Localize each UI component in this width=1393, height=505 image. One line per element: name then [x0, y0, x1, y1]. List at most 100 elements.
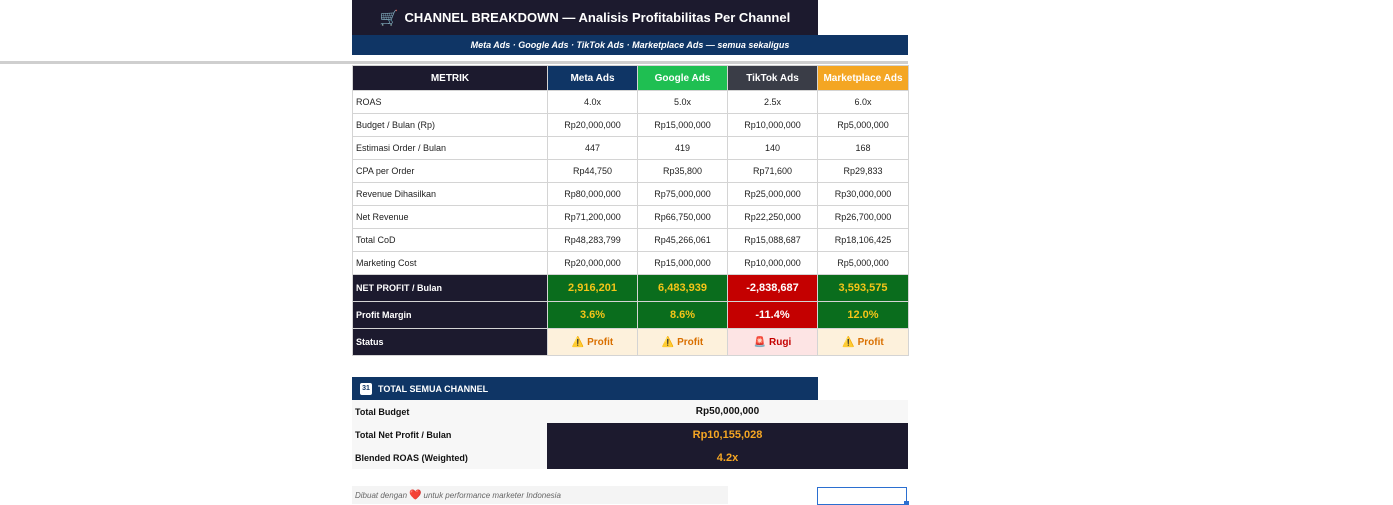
table-cell[interactable]: Rp35,800 — [637, 159, 728, 183]
table-cell[interactable]: Rp71,200,000 — [547, 205, 638, 229]
table-cell[interactable]: Rp80,000,000 — [547, 182, 638, 206]
row-label[interactable]: Total CoD — [352, 228, 548, 252]
table-cell[interactable]: Rp20,000,000 — [547, 251, 638, 275]
table-cell[interactable]: 4.0x — [547, 90, 638, 114]
table-cell[interactable]: 2.5x — [727, 90, 818, 114]
page-title: CHANNEL BREAKDOWN — Analisis Profitabili… — [404, 10, 791, 25]
profit-margin-row: Profit Margin 3.6% 8.6% -11.4% 12.0% — [352, 301, 909, 329]
table-cell[interactable]: Rp20,000,000 — [547, 113, 638, 137]
fill-handle[interactable] — [904, 501, 909, 505]
table-cell[interactable]: Rp66,750,000 — [637, 205, 728, 229]
warning-icon: ⚠️ — [842, 336, 855, 348]
net-profit-row: NET PROFIT / Bulan 2,916,201 6,483,939 -… — [352, 274, 909, 302]
table-row: ROAS 4.0x 5.0x 2.5x 6.0x — [352, 90, 909, 114]
page-subtitle: Meta Ads · Google Ads · TikTok Ads · Mar… — [352, 35, 908, 55]
total-net-profit-label[interactable]: Total Net Profit / Bulan — [352, 423, 547, 446]
blended-roas-label[interactable]: Blended ROAS (Weighted) — [352, 446, 547, 469]
page-title-bar: 🛒 CHANNEL BREAKDOWN — Analisis Profitabi… — [352, 0, 818, 35]
totals-section-header: 31 TOTAL SEMUA CHANNEL — [352, 377, 818, 400]
net-profit-cell[interactable]: 6,483,939 — [637, 274, 728, 302]
status-cell[interactable]: ⚠️ Profit — [817, 328, 909, 356]
table-cell[interactable]: 6.0x — [817, 90, 909, 114]
table-row: Budget / Bulan (Rp) Rp20,000,000 Rp15,00… — [352, 113, 909, 137]
shopping-cart-icon: 🛒 — [379, 9, 399, 27]
warning-icon: ⚠️ — [571, 336, 585, 348]
table-cell[interactable]: Rp45,266,061 — [637, 228, 728, 252]
table-header-row: METRIK Meta Ads Google Ads TikTok Ads Ma… — [352, 65, 909, 91]
net-profit-cell[interactable]: -2,838,687 — [727, 274, 818, 302]
status-cell[interactable]: 🚨 Rugi — [727, 328, 818, 356]
status-badge: Rugi — [769, 336, 792, 348]
row-label[interactable]: Revenue Dihasilkan — [352, 182, 548, 206]
table-cell[interactable]: Rp75,000,000 — [637, 182, 728, 206]
status-badge: Profit — [587, 336, 614, 348]
status-cell[interactable]: ⚠️ Profit — [637, 328, 728, 356]
warning-icon: ⚠️ — [661, 336, 675, 348]
row-label[interactable]: Marketing Cost — [352, 251, 548, 275]
row-label[interactable]: Budget / Bulan (Rp) — [352, 113, 548, 137]
total-budget-label[interactable]: Total Budget — [352, 400, 547, 423]
table-cell[interactable]: 5.0x — [637, 90, 728, 114]
row-label[interactable]: Estimasi Order / Bulan — [352, 136, 548, 160]
selected-cell[interactable] — [817, 487, 907, 505]
row-label[interactable]: NET PROFIT / Bulan — [352, 274, 548, 302]
column-header-tiktok-ads[interactable]: TikTok Ads — [727, 65, 818, 91]
row-label[interactable]: CPA per Order — [352, 159, 548, 183]
table-cell[interactable]: Rp18,106,425 — [817, 228, 909, 252]
blended-roas-row: Blended ROAS (Weighted) 4.2x — [352, 446, 908, 469]
table-cell[interactable]: 447 — [547, 136, 638, 160]
profit-margin-cell[interactable]: 8.6% — [637, 301, 728, 329]
table-cell[interactable]: 140 — [727, 136, 818, 160]
totals-title: TOTAL SEMUA CHANNEL — [378, 383, 489, 394]
total-net-profit-row: Total Net Profit / Bulan Rp10,155,028 — [352, 423, 908, 446]
total-budget-row: Total Budget Rp50,000,000 — [352, 400, 908, 423]
row-label[interactable]: Profit Margin — [352, 301, 548, 329]
table-cell[interactable]: 419 — [637, 136, 728, 160]
table-cell[interactable]: Rp10,000,000 — [727, 251, 818, 275]
calendar-icon: 31 — [360, 382, 372, 395]
table-cell[interactable]: Rp48,283,799 — [547, 228, 638, 252]
table-cell[interactable]: Rp5,000,000 — [817, 251, 909, 275]
table-row: Total CoD Rp48,283,799 Rp45,266,061 Rp15… — [352, 228, 909, 252]
column-header-metrik[interactable]: METRIK — [352, 65, 548, 91]
heart-icon: ❤️ — [409, 489, 422, 501]
footer-text-after: untuk performance marketer Indonesia — [423, 490, 561, 500]
table-cell[interactable]: Rp29,833 — [817, 159, 909, 183]
column-header-meta-ads[interactable]: Meta Ads — [547, 65, 638, 91]
status-cell[interactable]: ⚠️ Profit — [547, 328, 638, 356]
table-cell[interactable]: Rp10,000,000 — [727, 113, 818, 137]
row-label[interactable]: Net Revenue — [352, 205, 548, 229]
status-badge: Profit — [857, 336, 884, 348]
table-cell[interactable]: Rp15,000,000 — [637, 113, 728, 137]
table-cell[interactable]: Rp15,000,000 — [637, 251, 728, 275]
table-cell[interactable]: Rp22,250,000 — [727, 205, 818, 229]
net-profit-cell[interactable]: 2,916,201 — [547, 274, 638, 302]
table-cell[interactable]: 168 — [817, 136, 909, 160]
table-cell[interactable]: Rp5,000,000 — [817, 113, 909, 137]
table-cell[interactable]: Rp15,088,687 — [727, 228, 818, 252]
blended-roas-value[interactable]: 4.2x — [547, 446, 908, 469]
net-profit-cell[interactable]: 3,593,575 — [817, 274, 909, 302]
table-row: Net Revenue Rp71,200,000 Rp66,750,000 Rp… — [352, 205, 909, 229]
table-row: Estimasi Order / Bulan 447 419 140 168 — [352, 136, 909, 160]
profit-margin-cell[interactable]: 12.0% — [817, 301, 909, 329]
profit-margin-cell[interactable]: -11.4% — [727, 301, 818, 329]
row-label[interactable]: Status — [352, 328, 548, 356]
table-row: CPA per Order Rp44,750 Rp35,800 Rp71,600… — [352, 159, 909, 183]
total-budget-value[interactable]: Rp50,000,000 — [547, 400, 908, 423]
table-cell[interactable]: Rp26,700,000 — [817, 205, 909, 229]
table-cell[interactable]: Rp25,000,000 — [727, 182, 818, 206]
profit-margin-cell[interactable]: 3.6% — [547, 301, 638, 329]
status-row: Status ⚠️ Profit ⚠️ Profit 🚨 Rugi ⚠️ Pro… — [352, 328, 909, 356]
column-header-google-ads[interactable]: Google Ads — [637, 65, 728, 91]
frozen-pane-divider — [0, 61, 908, 64]
footer-text-before: Dibuat dengan — [355, 490, 408, 500]
table-cell[interactable]: Rp44,750 — [547, 159, 638, 183]
table-cell[interactable]: Rp71,600 — [727, 159, 818, 183]
total-net-profit-value[interactable]: Rp10,155,028 — [547, 423, 908, 446]
table-cell[interactable]: Rp30,000,000 — [817, 182, 909, 206]
column-header-marketplace-ads[interactable]: Marketplace Ads — [817, 65, 909, 91]
row-label[interactable]: ROAS — [352, 90, 548, 114]
footer-credit: Dibuat dengan ❤️ untuk performance marke… — [352, 486, 728, 504]
